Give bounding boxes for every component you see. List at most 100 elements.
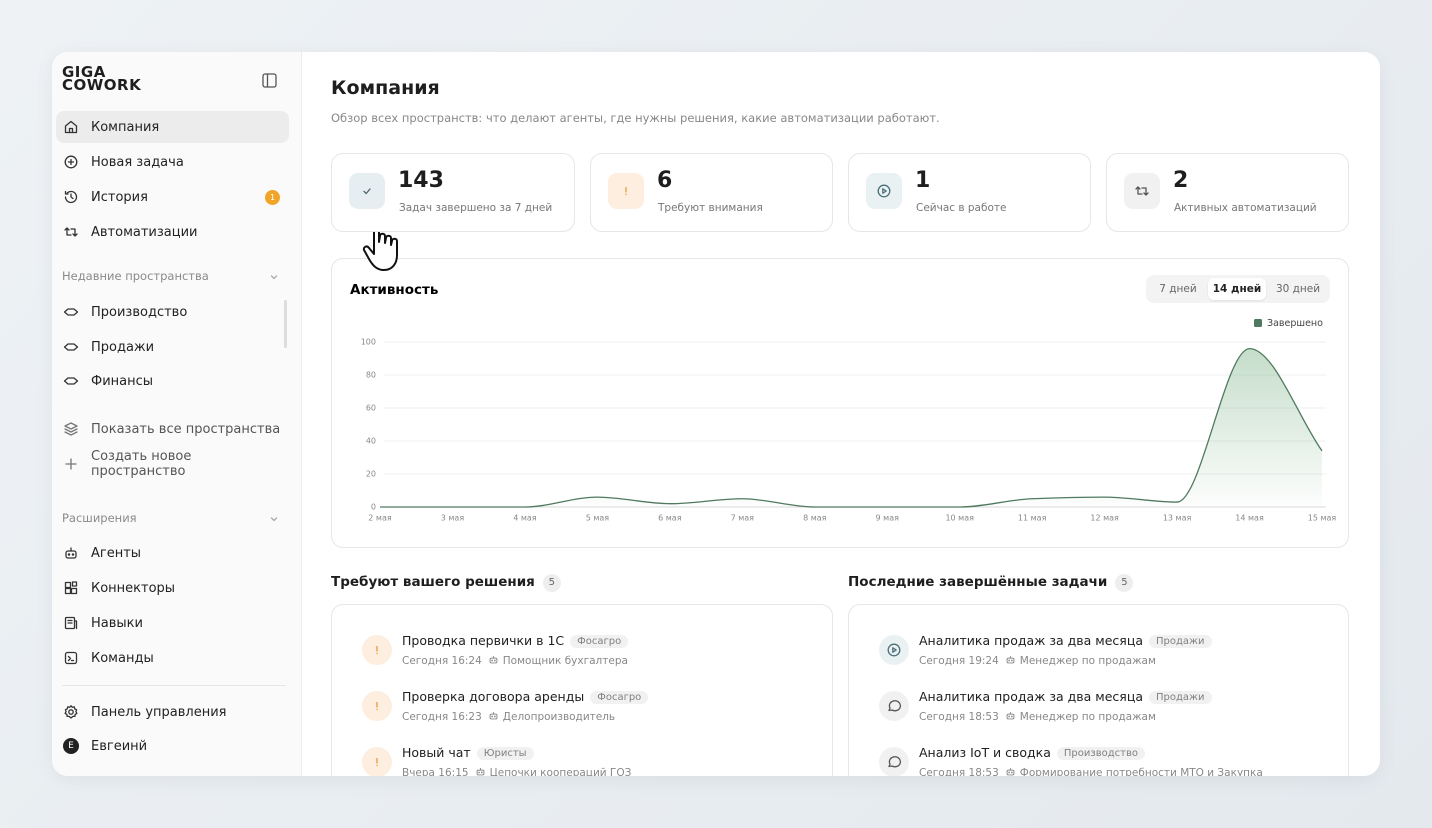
- icon: [270, 517, 278, 522]
- x-tick-label: 14 мая: [1235, 514, 1264, 523]
- stat-label: Требуют внимания: [658, 202, 763, 214]
- stat-icon: [1124, 173, 1160, 209]
- stat-value: 1: [915, 168, 931, 193]
- collapse-button[interactable]: [262, 73, 277, 88]
- stat-value: 6: [657, 168, 673, 193]
- space-item[interactable]: Производство: [56, 296, 289, 328]
- agent-icon: [1006, 656, 1015, 664]
- task-tag: Фосагро: [590, 691, 649, 704]
- nav-label: История: [91, 189, 148, 205]
- x-tick-label: 13 мая: [1163, 514, 1192, 523]
- settings-item[interactable]: Панель управления: [56, 696, 289, 728]
- nav-label: Новая задача: [91, 154, 184, 170]
- stat-card[interactable]: 1 Сейчас в работе: [848, 153, 1091, 232]
- space-item-label: Производство: [91, 304, 188, 320]
- nav-item[interactable]: История 1: [56, 181, 289, 213]
- x-tick-label: 10 мая: [945, 514, 974, 523]
- task-time: Вчера 16:15: [402, 767, 469, 776]
- task-meta: Сегодня 16:24 Помощник бухгалтера: [402, 654, 628, 667]
- nav-item[interactable]: Компания: [56, 111, 289, 143]
- icon: [63, 308, 79, 316]
- task-time: Сегодня 19:24: [919, 655, 999, 667]
- nav-label: Автоматизации: [91, 224, 198, 240]
- x-tick-label: 3 мая: [441, 514, 465, 523]
- task-item[interactable]: Анализ IoT и сводка Производство Сегодня 1…: [849, 745, 1329, 776]
- task-time: Сегодня 16:24: [402, 655, 482, 667]
- task-item[interactable]: Новый чат Юристы Вчера 16:15 Цепочки коопер…: [332, 745, 812, 776]
- icon: [376, 757, 378, 767]
- icon: [888, 700, 902, 712]
- task-title-row: Проводка первички в 1С Фосагро: [402, 633, 629, 648]
- section-label: Расширения: [62, 511, 137, 525]
- icon: [65, 458, 77, 470]
- icon: [64, 227, 78, 237]
- extension-item[interactable]: Навыки: [56, 607, 289, 639]
- decisions-card: Проводка первички в 1С Фосагро Сегодня 16:…: [331, 604, 833, 776]
- range-tab[interactable]: 30 дней: [1275, 283, 1321, 295]
- icon: [887, 643, 901, 657]
- task-agent: Делопроизводитель: [502, 711, 616, 723]
- line: [379, 347, 1323, 508]
- task-agent: Менеджер по продажам: [1019, 655, 1156, 667]
- space-item[interactable]: Финансы: [56, 365, 289, 397]
- stat-card[interactable]: 2 Активных автоматизаций: [1106, 153, 1349, 232]
- user-item[interactable]: Е Евгеинй: [56, 730, 289, 762]
- stat-icon: [866, 173, 902, 209]
- task-meta: Сегодня 18:53 Менеджер по продажам: [919, 710, 1156, 723]
- task-time: Сегодня 16:23: [402, 711, 482, 723]
- icon: [64, 155, 78, 169]
- task-tag: Продажи: [1148, 635, 1212, 648]
- x-tick-label: 7 мая: [731, 514, 755, 523]
- logo: GIGA COWORK: [62, 63, 141, 93]
- icon: [64, 190, 78, 204]
- page-subtitle: Обзор всех пространств: что делают агент…: [331, 111, 940, 125]
- extension-item[interactable]: Коннекторы: [56, 572, 289, 604]
- range-tab[interactable]: 14 дней: [1208, 278, 1266, 300]
- extension-item[interactable]: Команды: [56, 642, 289, 674]
- icon: [363, 188, 371, 195]
- agent-icon: [489, 656, 498, 664]
- extension-item[interactable]: Агенты: [56, 537, 289, 569]
- stat-label: Активных автоматизаций: [1174, 202, 1317, 214]
- task-time: Сегодня 18:53: [919, 767, 999, 776]
- x-tick-label: 15 мая: [1308, 514, 1337, 523]
- x-tick-label: 9 мая: [876, 514, 900, 523]
- icon: [64, 651, 78, 665]
- x-tick-label: 11 мая: [1018, 514, 1047, 523]
- space-action[interactable]: Создать новое пространство: [56, 448, 289, 480]
- stat-card[interactable]: 6 Требуют внимания: [590, 153, 833, 232]
- extension-item-label: Агенты: [91, 545, 142, 561]
- space-item[interactable]: Продажи: [56, 331, 289, 363]
- task-tag: Юристы: [476, 747, 534, 760]
- stage: GIGA COWORK Компания Обзор всех простран…: [52, 52, 1380, 776]
- agent-icon: [1006, 712, 1015, 720]
- icon: [64, 581, 78, 595]
- range-tabs: 7 дней 14 дней 30 дней: [1146, 275, 1330, 303]
- nav-item[interactable]: Новая задача: [56, 146, 289, 178]
- section-label: Недавние пространства: [62, 269, 209, 283]
- task-meta: Сегодня 18:53 Формирование потребности МТ…: [919, 766, 1263, 776]
- section-header[interactable]: Расширения: [62, 511, 282, 527]
- task-item[interactable]: Проводка первички в 1С Фосагро Сегодня 16:…: [332, 633, 812, 673]
- icon: [270, 275, 278, 280]
- task-item[interactable]: Проверка договора аренды Фосагро Сегодня 1…: [332, 689, 812, 729]
- icon: [64, 616, 78, 630]
- stat-value: 143: [398, 168, 444, 193]
- icon: [63, 377, 79, 385]
- icon: [63, 343, 79, 351]
- extension-item-label: Коннекторы: [91, 580, 176, 596]
- section-title-text: Последние завершённые задачи: [848, 574, 1108, 590]
- logo-line: GIGA: [62, 63, 106, 81]
- task-item[interactable]: Аналитика продаж за два месяца Продажи Сег…: [849, 633, 1329, 673]
- range-tab[interactable]: 7 дней: [1159, 283, 1197, 295]
- nav-item[interactable]: Автоматизации: [56, 216, 289, 248]
- icon: [1135, 186, 1149, 196]
- space-action[interactable]: Показать все пространства: [56, 413, 289, 445]
- section-header[interactable]: Недавние пространства: [62, 269, 282, 285]
- icon: [625, 186, 627, 196]
- task-item[interactable]: Аналитика продаж за два месяца Продажи Сег…: [849, 689, 1329, 729]
- app-window: GIGA COWORK Компания Обзор всех простран…: [52, 52, 1380, 776]
- stat-card[interactable]: 143 Задач завершено за 7 дней: [331, 153, 575, 232]
- stat-icon: [608, 173, 644, 209]
- task-icon: [879, 691, 909, 721]
